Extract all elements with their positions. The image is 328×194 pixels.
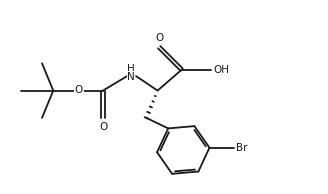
Text: N: N [127,72,135,82]
Text: O: O [155,33,163,43]
Text: Br: Br [236,143,248,153]
Text: OH: OH [214,65,230,75]
Text: O: O [75,85,83,95]
Text: O: O [99,122,107,132]
Text: H: H [127,64,135,74]
